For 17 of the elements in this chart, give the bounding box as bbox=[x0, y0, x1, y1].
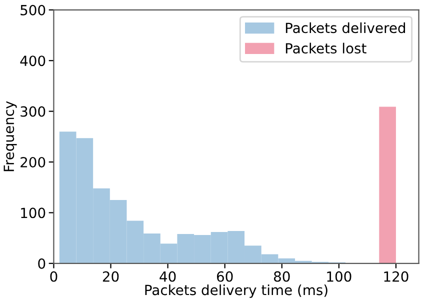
y-axis-title: Frequency bbox=[4, 101, 17, 172]
x-tick-label: 100 bbox=[327, 271, 352, 282]
y-tick-label: 0 bbox=[38, 258, 46, 269]
y-tick-label: 200 bbox=[20, 156, 46, 168]
legend-label: Packets lost bbox=[286, 42, 366, 54]
x-axis-title: Packets delivery time (ms) bbox=[145, 284, 328, 298]
y-tick-label: 300 bbox=[20, 106, 46, 117]
x-tick-label: 80 bbox=[274, 271, 290, 282]
y-tick-label: 500 bbox=[20, 4, 46, 16]
y-tick-label: 100 bbox=[21, 208, 46, 218]
legend-label: Packets delivered bbox=[286, 22, 406, 34]
y-tick-label: 400 bbox=[20, 56, 46, 66]
x-tick-label: 0 bbox=[50, 271, 58, 282]
x-tick-label: 40 bbox=[160, 271, 176, 282]
x-tick-label: 60 bbox=[216, 271, 233, 282]
x-tick-label: 120 bbox=[384, 271, 408, 282]
x-tick-label: 20 bbox=[102, 271, 119, 282]
